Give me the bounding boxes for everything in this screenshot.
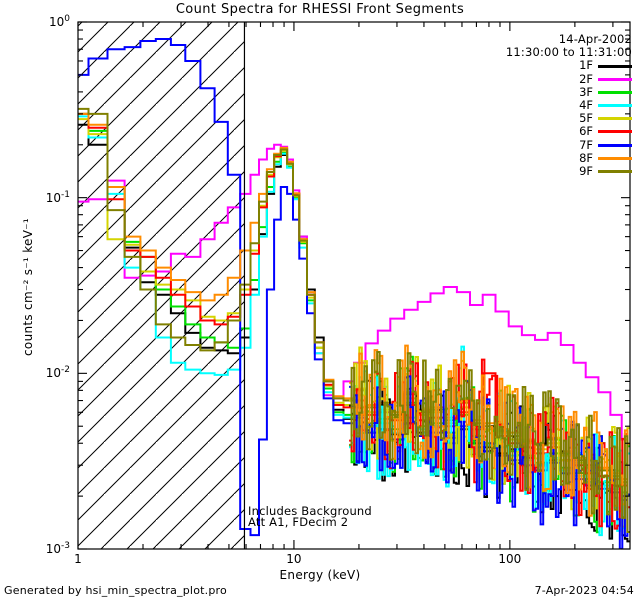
series-noise-9F xyxy=(349,351,630,533)
legend-label-3F: 3F xyxy=(579,84,593,99)
legend-swatch-1F xyxy=(598,64,632,68)
footer-timestamp: 7-Apr-2023 04:54 xyxy=(534,584,634,597)
annotation-attenuator: Att A1, FDecim 2 xyxy=(248,515,349,529)
legend-label-9F: 9F xyxy=(579,163,593,178)
series-layer xyxy=(78,38,630,549)
legend-item-9F[interactable]: 9F xyxy=(452,163,632,178)
legend-label-4F: 4F xyxy=(579,97,593,112)
y-tick-10-3: 10-3 xyxy=(45,541,70,556)
legend-swatch-5F xyxy=(598,117,632,121)
legend-swatch-6F xyxy=(598,130,632,134)
legend-label-8F: 8F xyxy=(579,150,593,165)
footer-generator: Generated by hsi_min_spectra_plot.pro xyxy=(4,584,227,597)
x-tick-1: 1 xyxy=(74,552,82,566)
y-tick-10-2: 10-2 xyxy=(45,365,70,381)
legend-item-3F[interactable]: 3F xyxy=(452,84,632,99)
legend-item-6F[interactable]: 6F xyxy=(452,125,632,138)
legend-item-2F[interactable]: 2F xyxy=(452,71,632,86)
x-tick-10: 10 xyxy=(286,552,302,566)
legend-swatch-3F xyxy=(598,90,632,94)
y-tick-10-1: 10-1 xyxy=(45,189,70,205)
y-axis-label: counts cm⁻² s⁻¹ keV⁻¹ xyxy=(21,218,35,356)
legend-label-5F: 5F xyxy=(579,111,593,126)
legend-swatch-7F xyxy=(598,143,632,147)
legend-label-1F: 1F xyxy=(579,58,593,73)
plot-frame xyxy=(77,21,631,550)
annotation-includes-background: Includes Background xyxy=(248,504,372,518)
legend-swatch-4F xyxy=(598,104,632,108)
x-tick-100: 100 xyxy=(498,552,522,566)
legend-label-2F: 2F xyxy=(579,71,593,86)
legend-item-4F[interactable]: 4F xyxy=(452,97,632,112)
legend-time-range: 11:30:00 to 11:31:00 xyxy=(505,45,632,60)
legend-swatch-8F xyxy=(598,156,632,160)
legend: 14-Apr-2002 11:30:00 to 11:31:00 1F 2F 3F 4… xyxy=(452,32,632,178)
series-noise-6F xyxy=(349,358,630,530)
legend-item-8F[interactable]: 8F xyxy=(452,150,632,165)
x-axis-label: Energy (keV) xyxy=(279,568,361,582)
legend-item-1F[interactable]: 1F xyxy=(452,59,632,72)
legend-date: 14-Apr-2002 xyxy=(558,32,632,46)
legend-item-5F[interactable]: 5F xyxy=(452,111,632,126)
legend-label-6F: 6F xyxy=(579,124,593,139)
page-title: Count Spectra for RHESSI Front Segments xyxy=(175,2,465,17)
legend-label-7F: 7F xyxy=(579,137,593,152)
legend-swatch-9F xyxy=(598,170,632,173)
legend-swatch-2F xyxy=(598,77,632,81)
legend-item-7F[interactable]: 7F xyxy=(452,137,632,152)
y-tick-100: 100 xyxy=(48,14,70,29)
